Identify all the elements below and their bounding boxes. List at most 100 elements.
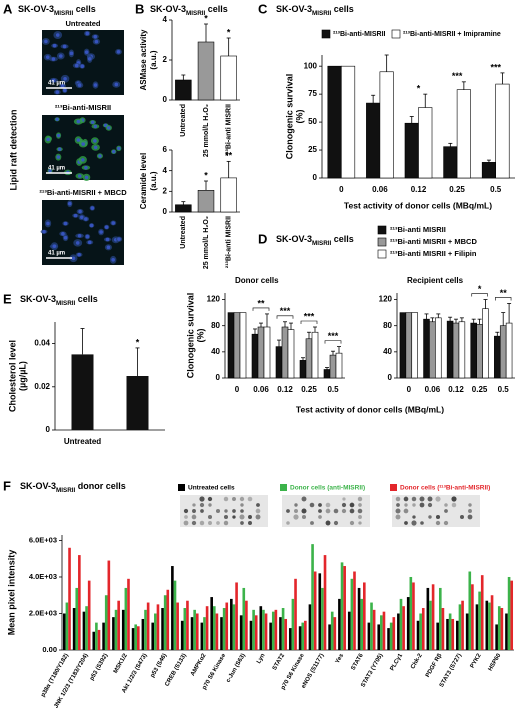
bar [220,177,237,213]
bar [269,622,272,650]
blot-spot [444,503,448,507]
bar [468,571,472,650]
nucleus [60,84,65,88]
y-axis-label: Clonogenic survival [284,74,294,160]
blot-spot [247,496,253,502]
blot-spot [341,502,347,508]
image-label: ²¹³Bi-anti-MISRII [55,103,111,112]
blot-spot [232,515,236,519]
bar [357,587,361,650]
nucleus [106,126,111,130]
bar [340,562,344,650]
x-tick-label: CREB (S133) [164,653,188,688]
significance: *** [280,306,291,316]
bar [436,622,439,650]
blot-spot [395,508,401,514]
panel-title: SK-OV-3MISRII cells [20,294,98,307]
bar [298,626,302,650]
bar [456,620,459,650]
blot-spot [184,515,188,519]
bar [343,566,346,650]
bar [418,107,433,179]
y-axis-label: (µg/µL) [17,361,27,391]
bar [431,584,435,650]
bar [423,318,430,379]
blot-spot [411,496,417,502]
bar [104,595,108,650]
blot-spot [255,514,261,520]
image-label: Untreated [65,19,100,28]
bar [92,631,96,650]
title-run: cells [75,294,98,304]
bar [451,618,455,650]
blot-spot [223,514,229,520]
y-tick-label: 0 [163,95,168,104]
blot-spot [411,520,417,526]
nucleus [69,51,74,56]
bar [205,606,209,650]
blot-spot [215,508,221,514]
nucleus [105,237,110,242]
blot-spot [427,496,433,502]
bar [379,71,394,179]
bar [392,617,396,650]
bar [294,578,297,650]
bar [257,326,265,379]
bar [406,597,410,650]
bar [151,622,155,650]
bar [495,624,498,650]
x-tick-label: PDGF Rβ [425,653,444,679]
nucleus [55,90,60,94]
blot-spot [240,521,244,525]
bar [318,573,322,650]
nucleus [87,57,92,61]
significance: *** [328,331,339,341]
x-tick-label: 0.06 [372,185,388,194]
blot-spot [443,520,449,526]
title-run: SK-OV-3 [20,294,56,304]
significance: *** [304,311,315,321]
blot-spot [223,496,229,502]
blot-spot [357,496,363,502]
blot-spot [294,509,298,513]
title-run: MISRII [186,10,205,17]
bar [220,55,237,101]
bar [71,354,94,430]
bar [112,617,115,650]
y-tick-label: 6.0E+03 [29,535,57,544]
bar [279,617,282,650]
x-tick-label: p53 (S392) [89,653,109,682]
blot-spot [349,520,355,526]
nucleus [77,174,82,178]
bar [304,620,307,650]
bar [399,312,407,379]
blot-spot [419,496,425,502]
bar [291,598,295,650]
blot-spot [412,503,416,507]
sig-bracket [252,307,270,311]
y-tick-label: 120 [379,295,393,304]
subtitle: Donor cells [235,276,279,285]
bar [232,604,236,650]
title-run: MISRII [56,487,75,494]
bar [127,578,130,650]
x-tick-label: Untreated [180,216,187,249]
nucleus [45,55,50,59]
blot-spot [318,509,322,513]
blot-spot [256,503,260,507]
nucleus [46,221,50,226]
y-tick-label: 2.0E+03 [29,608,57,617]
blot-spot [199,496,205,502]
nucleus [90,120,95,125]
bar [452,322,460,379]
bar [481,162,497,179]
bar [313,571,317,650]
blot-spot [342,497,346,501]
nucleus [55,33,60,37]
scale-label: 41 µm [48,166,65,172]
scale-label: 41 µm [48,251,65,257]
bar [281,608,285,650]
blot-spot [224,509,228,513]
x-tick-label: HSP60 [488,652,503,672]
